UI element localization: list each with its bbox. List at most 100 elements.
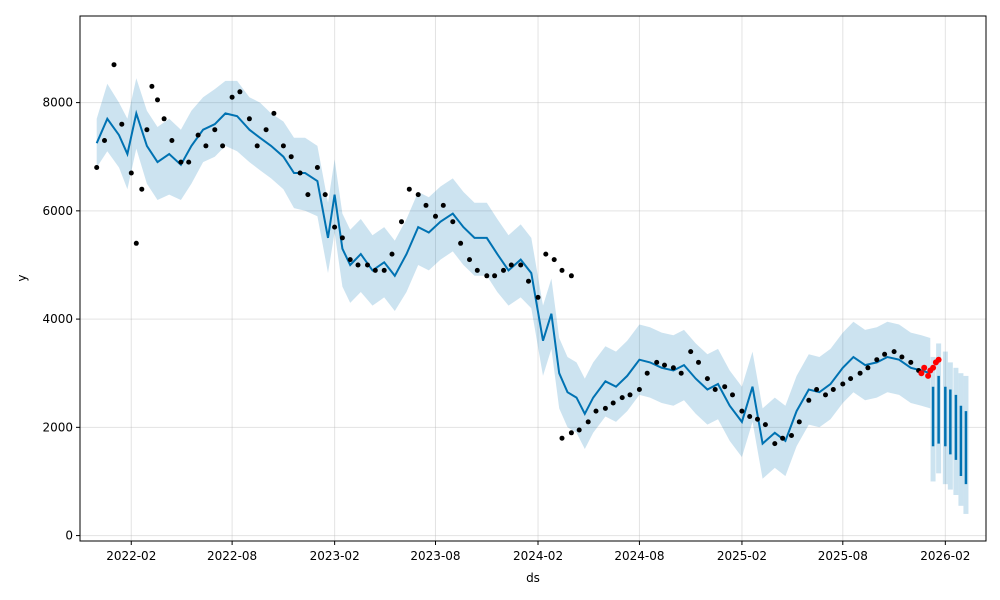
observed-point [139, 186, 145, 192]
x-tick-label: 2024-02 [513, 549, 563, 563]
recent-point [930, 364, 937, 371]
observed-point [568, 273, 574, 279]
y-tick-label: 8000 [42, 96, 73, 110]
observed-points-layer [94, 62, 922, 447]
observed-point [772, 441, 778, 447]
recent-points-layer [918, 356, 942, 379]
observed-point [280, 143, 286, 149]
observed-point [806, 397, 812, 403]
observed-point [339, 235, 345, 241]
observed-point [484, 273, 490, 279]
observed-point [178, 159, 184, 165]
observed-point [237, 89, 243, 95]
observed-point [423, 202, 429, 208]
observed-point [399, 219, 404, 225]
observed-point [381, 267, 387, 273]
observed-point [602, 405, 608, 411]
observed-point [865, 365, 871, 371]
observed-point [535, 294, 541, 300]
observed-point [508, 262, 514, 268]
observed-point [830, 387, 836, 392]
observed-point [730, 392, 735, 398]
observed-point [874, 357, 880, 363]
x-axis-label: ds [526, 571, 540, 585]
recent-point [925, 372, 932, 379]
observed-point [747, 414, 753, 419]
observed-point [899, 354, 905, 360]
observed-point [789, 433, 794, 438]
observed-point [271, 110, 277, 116]
observed-point [212, 127, 218, 133]
recent-point [921, 364, 928, 371]
observed-point [128, 170, 134, 176]
observed-point [355, 262, 361, 268]
observed-point [144, 127, 150, 133]
x-tick-label: 2022-08 [207, 549, 257, 563]
observed-point [450, 219, 456, 225]
observed-point [161, 116, 167, 122]
observed-point [780, 435, 786, 441]
observed-point [908, 359, 914, 365]
observed-point [195, 132, 201, 138]
observed-point [619, 395, 625, 401]
observed-point [568, 430, 574, 436]
y-axis-label: y [15, 274, 29, 281]
observed-point [722, 384, 728, 390]
observed-point [155, 97, 160, 103]
x-tick-label: 2023-08 [410, 549, 460, 563]
observed-point [365, 262, 370, 268]
observed-point [704, 376, 710, 382]
observed-point [415, 192, 421, 198]
grid-layer [80, 16, 986, 541]
observed-point [203, 143, 209, 149]
y-tick-label: 6000 [42, 204, 73, 218]
observed-point [492, 273, 498, 279]
x-axis-ticks: 2022-02 2022-08 2023-02 2023-08 2024-02 2024-… [106, 541, 970, 563]
observed-point [551, 257, 557, 263]
observed-point [823, 392, 828, 398]
observed-point [543, 251, 549, 257]
observed-point [347, 257, 353, 263]
observed-point [762, 422, 768, 428]
observed-point [610, 400, 616, 406]
y-tick-label: 4000 [42, 312, 73, 326]
observed-point [662, 362, 667, 368]
observed-point [297, 170, 303, 176]
observed-point [712, 387, 718, 392]
observed-point [636, 387, 642, 392]
observed-point [739, 408, 745, 414]
observed-point [857, 370, 863, 376]
observed-point [559, 435, 565, 441]
observed-point [246, 116, 252, 122]
observed-point [406, 186, 412, 192]
observed-point [848, 376, 854, 382]
x-tick-label: 2022-02 [106, 549, 156, 563]
observed-point [627, 392, 633, 398]
observed-point [229, 94, 235, 100]
observed-point [433, 213, 438, 219]
observed-point [322, 192, 328, 198]
forecast-line [95, 109, 931, 446]
observed-point [332, 224, 338, 230]
observed-point [501, 267, 506, 273]
x-tick-label: 2025-02 [717, 549, 767, 563]
observed-point [670, 365, 676, 371]
forecast-line-layer [95, 109, 968, 485]
x-tick-label: 2025-08 [818, 549, 868, 563]
observed-point [593, 408, 599, 414]
observed-point [305, 192, 311, 198]
observed-point [314, 165, 320, 170]
observed-point [796, 419, 802, 425]
observed-point [133, 240, 139, 246]
x-tick-label: 2026-02 [920, 549, 970, 563]
x-tick-label: 2023-02 [310, 549, 360, 563]
observed-point [526, 278, 531, 284]
observed-point [518, 262, 524, 268]
observed-point [458, 240, 464, 246]
observed-point [882, 351, 888, 357]
observed-point [440, 202, 446, 208]
observed-point [149, 83, 155, 89]
